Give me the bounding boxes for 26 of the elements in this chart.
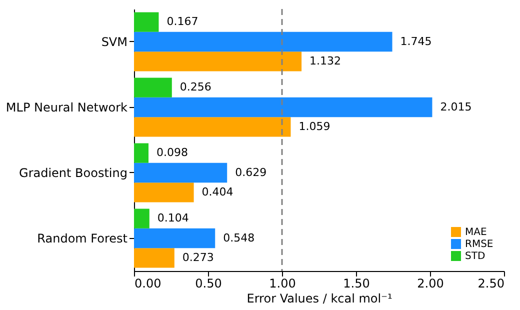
data-label: 0.548	[223, 231, 255, 244]
x-tick-label: 0.50	[195, 276, 222, 290]
y-tick-label: SVM	[101, 34, 128, 49]
legend-label: MAE	[465, 227, 487, 238]
y-tick-label: Gradient Boosting	[19, 166, 128, 180]
legend-label: RMSE	[465, 239, 494, 250]
data-label: 0.098	[156, 146, 188, 160]
data-label: 0.104	[157, 212, 189, 225]
data-label: 0.167	[166, 15, 198, 28]
data-label: 2.015	[440, 100, 472, 114]
data-label: 0.273	[182, 250, 214, 264]
data-label: 1.132	[310, 54, 342, 68]
data-label: 0.629	[235, 166, 267, 179]
legend-label: STD	[465, 251, 486, 262]
y-tick-label: MLP Neural Network	[6, 100, 128, 114]
x-tick-label: 2.00	[417, 276, 444, 290]
data-label: 0.404	[202, 185, 234, 198]
data-label: 1.745	[400, 34, 432, 48]
data-label: 0.256	[180, 80, 212, 94]
data-label: 1.059	[298, 120, 330, 133]
x-tick-label: 0.00	[134, 276, 162, 290]
x-tick-label: 1.00	[269, 276, 296, 290]
x-axis-title: Error Values / kcal mol⁻¹	[246, 292, 392, 306]
x-tick-label: 2.50	[478, 276, 504, 290]
y-tick-label: Random Forest	[37, 231, 128, 246]
x-tick-label: 1.50	[343, 276, 370, 290]
